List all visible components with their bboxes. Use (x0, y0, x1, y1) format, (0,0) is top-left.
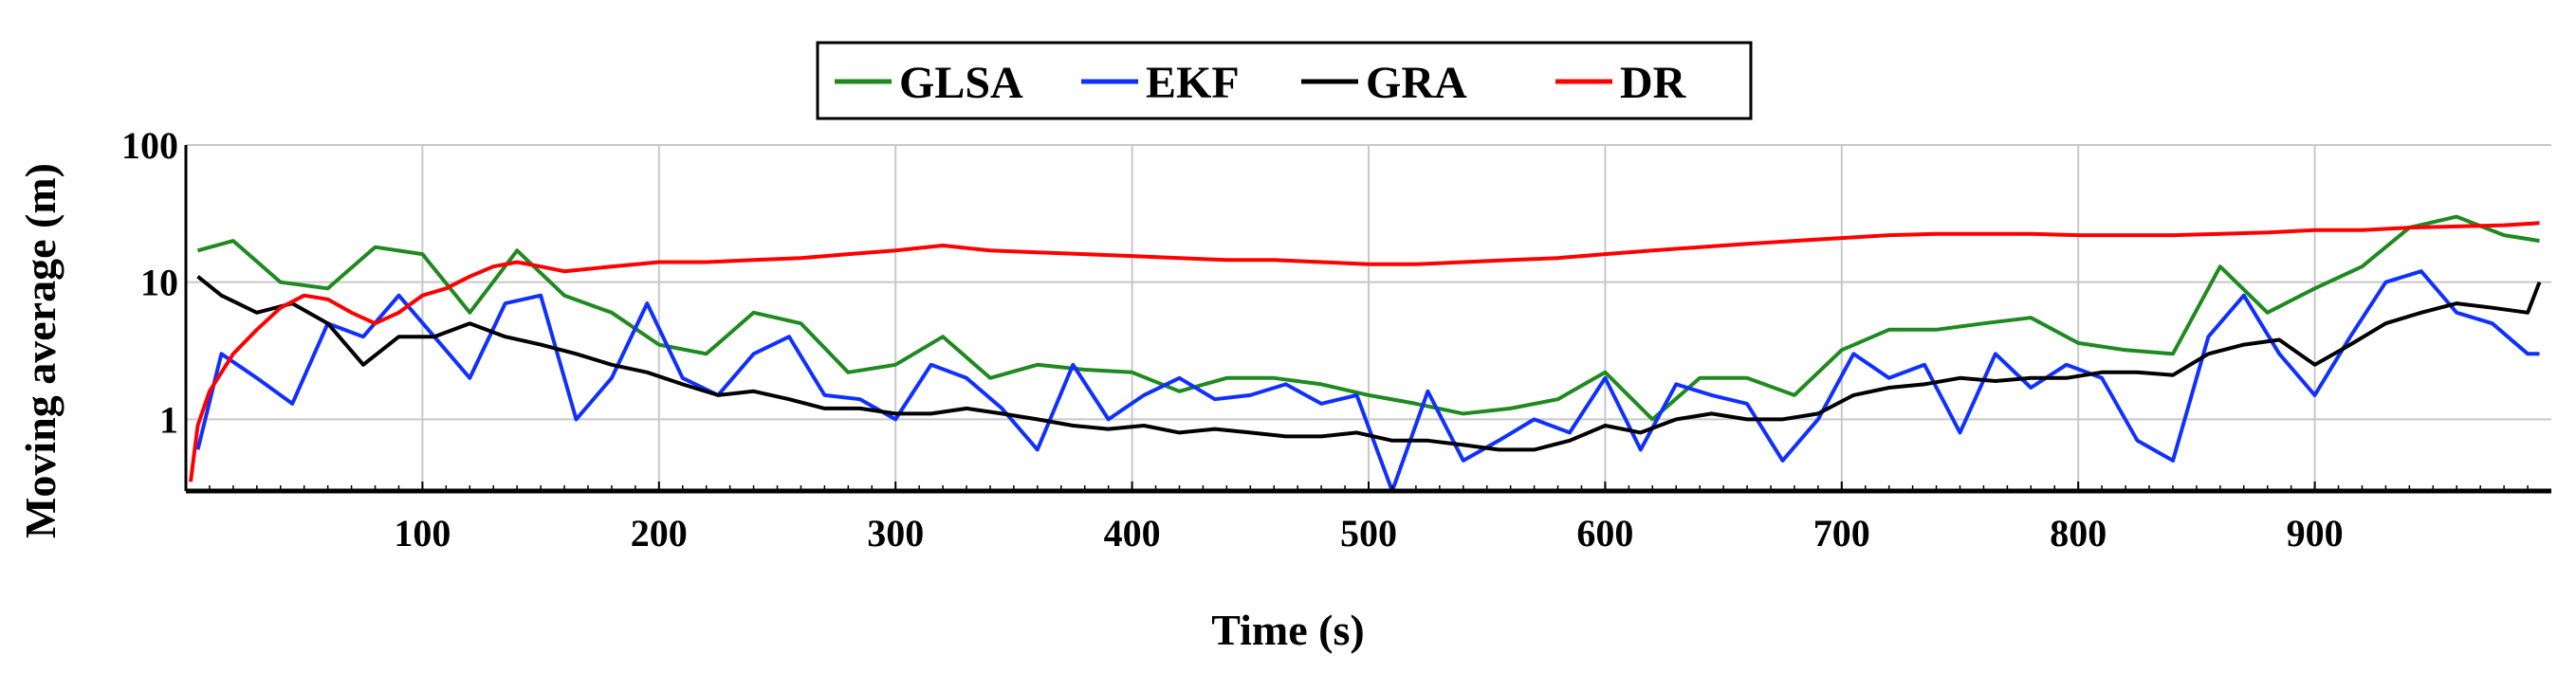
x-tick-label: 900 (2287, 512, 2344, 555)
x-tick-label: 800 (2050, 512, 2107, 555)
x-tick-label: 100 (394, 512, 451, 555)
grid (186, 144, 2551, 491)
legend-label-glsa: GLSA (899, 58, 1023, 108)
y-ticks: 1 10 100 (121, 124, 178, 441)
y-tick-label: 100 (121, 124, 178, 167)
x-tick-label: 400 (1104, 512, 1161, 555)
legend-label-gra: GRA (1366, 58, 1467, 108)
x-axis-title: Time (s) (1211, 606, 1364, 654)
y-tick-label: 1 (159, 398, 178, 441)
series-line-dr (189, 221, 2540, 482)
x-tick-label: 500 (1340, 512, 1397, 555)
x-ticks: 100 200 300 400 500 600 700 800 900 (209, 482, 2529, 555)
x-tick-label: 700 (1813, 512, 1870, 555)
legend: GLSA EKF GRA DR (816, 41, 1753, 120)
x-tick-label: 600 (1576, 512, 1633, 555)
legend-label-dr: DR (1620, 58, 1687, 108)
series-line-ekf (195, 269, 2540, 493)
series-line-glsa (196, 214, 2540, 422)
x-tick-label: 200 (631, 512, 688, 555)
series-line-gra (196, 275, 2542, 452)
x-tick-label: 300 (867, 512, 924, 555)
y-tick-label: 10 (140, 262, 178, 304)
y-axis-title: Moving average (m) (16, 163, 64, 538)
series-layer (189, 214, 2542, 493)
legend-label-ekf: EKF (1146, 58, 1240, 108)
